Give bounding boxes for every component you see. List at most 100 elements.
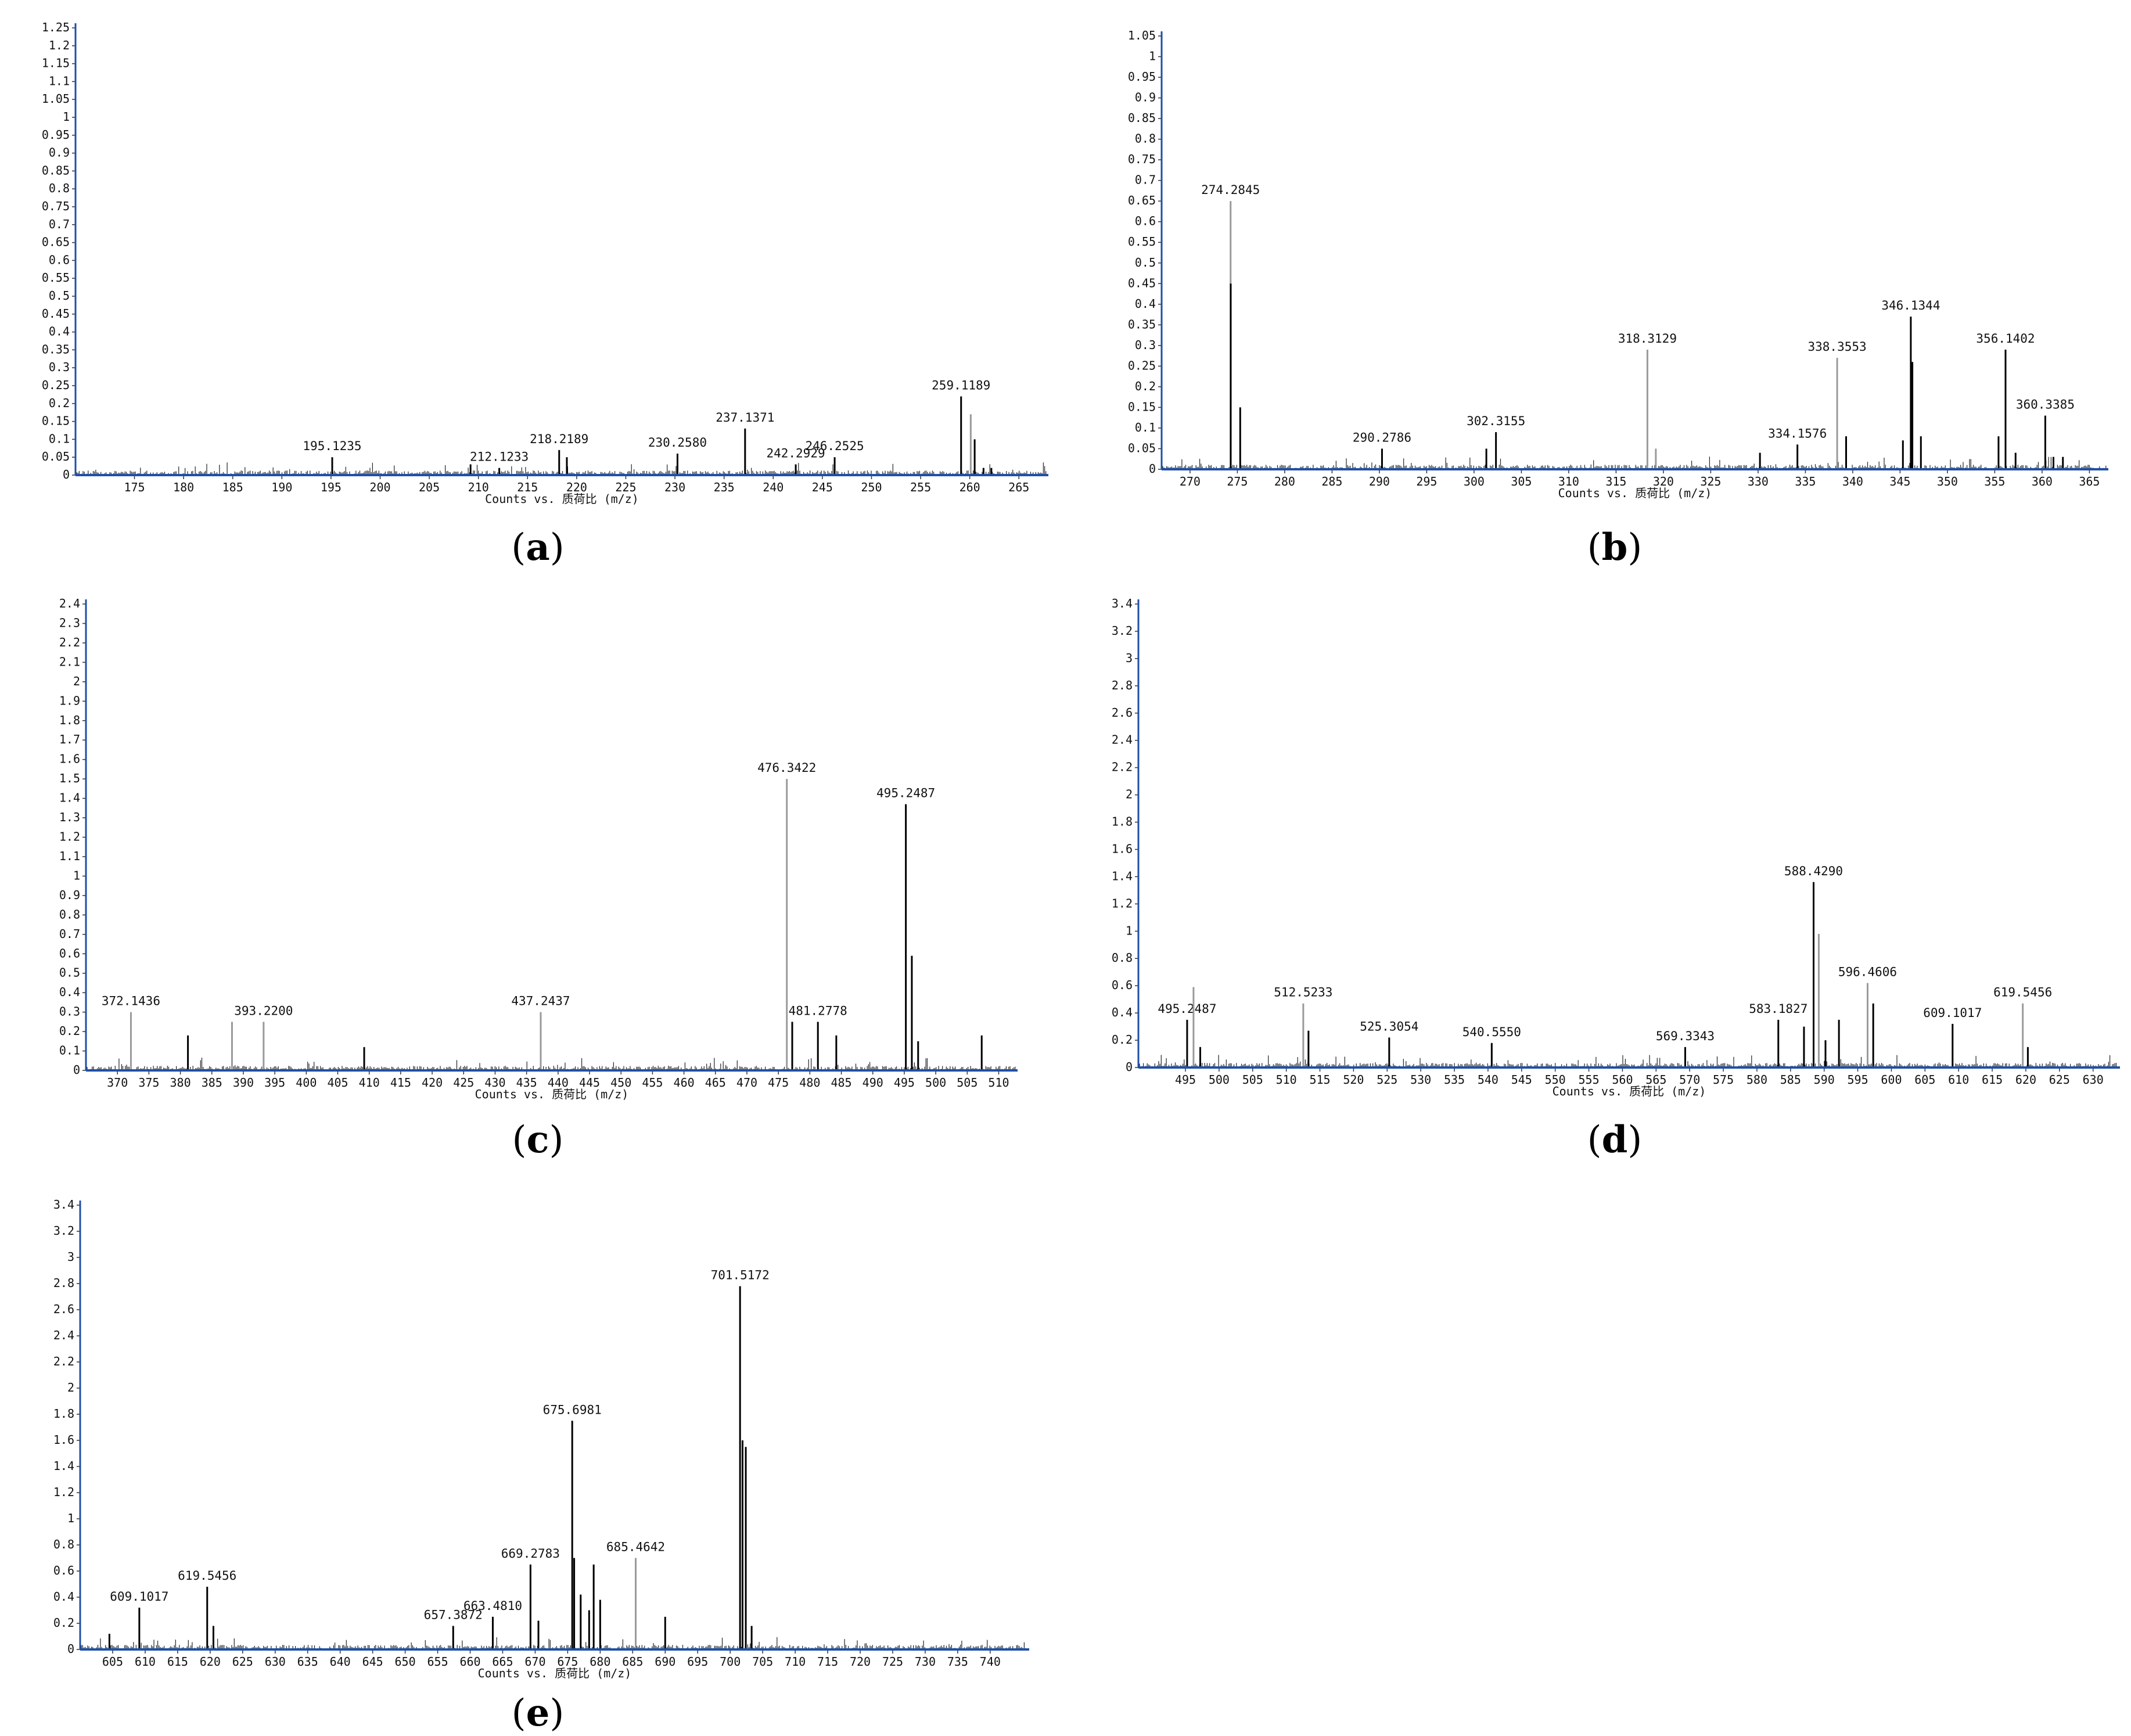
peak-label: 242.2929 (766, 447, 825, 461)
x-tick-label: 630 (265, 1655, 286, 1669)
baseline-noise (81, 1637, 1027, 1649)
x-tick-label: 580 (1747, 1073, 1767, 1087)
peak-label: 302.3155 (1467, 414, 1525, 428)
y-tick-label: 2.8 (53, 1276, 74, 1290)
y-tick-label: 0.8 (59, 907, 80, 921)
y-tick-label: 0.2 (1112, 1033, 1133, 1047)
x-tick-label: 725 (882, 1655, 903, 1669)
peak-label: 218.2189 (530, 432, 588, 446)
y-tick-label: 0.7 (59, 927, 80, 941)
x-tick-label: 260 (960, 480, 980, 494)
x-tick-label: 620 (200, 1655, 221, 1669)
x-tick-label: 305 (1511, 475, 1532, 488)
y-tick-label: 1.4 (59, 791, 80, 805)
x-tick-label: 420 (422, 1076, 443, 1090)
y-tick-label: 0.8 (49, 181, 70, 195)
x-tick-label: 550 (1545, 1073, 1566, 1087)
x-tick-label: 410 (359, 1076, 380, 1090)
y-tick-label: 1.8 (1112, 815, 1133, 829)
x-tick-label: 600 (1881, 1073, 1902, 1087)
x-tick-label: 250 (861, 480, 882, 494)
y-tick-label: 3.2 (1112, 624, 1133, 638)
y-tick-label: 1.1 (49, 74, 70, 88)
peak-label: 274.2845 (1201, 183, 1260, 197)
x-tick-label: 445 (579, 1076, 600, 1090)
x-tick-label: 495 (1175, 1073, 1196, 1087)
chart-panel-e: 0 0.2 0.4 0.6 0.8 1 1.2 1.4 1.6 1.8 2 2.2 2.4 2.6 2.8 3… (41, 1191, 1040, 1680)
x-tick-label: 690 (655, 1655, 675, 1669)
chart-panel-d: 0 0.2 0.4 0.6 0.8 1 1.2 1.4 1.6 1.8 2 2.2 2.4 2.6 2.8 3… (1095, 592, 2126, 1098)
x-tick-label: 440 (548, 1076, 569, 1090)
y-tick-label: 1.5 (59, 771, 80, 785)
panel-label-e: (e) (511, 1691, 565, 1735)
x-tick-label: 240 (763, 480, 784, 494)
y-tick-label: 0.35 (42, 342, 70, 356)
x-tick-label: 365 (2079, 475, 2100, 488)
x-tick-label: 670 (524, 1655, 545, 1669)
y-tick-label: 1.3 (59, 810, 80, 824)
x-axis-title: Counts vs. 质荷比 (m/z) (485, 492, 639, 506)
y-tick-label: 1.9 (59, 693, 80, 707)
x-tick-label: 710 (785, 1655, 806, 1669)
peak-label: 588.4290 (1784, 864, 1843, 878)
peak-label: 657.3872 (424, 1608, 483, 1622)
spectrum-svg: 0 0.05 0.1 0.15 0.2 0.25 0.3 0.35 0.4 0.45 0.5 0.55… (42, 20, 1048, 506)
x-tick-label: 610 (135, 1655, 156, 1669)
x-tick-label: 545 (1511, 1073, 1532, 1087)
y-tick-label: 3 (1126, 651, 1133, 665)
y-tick-label: 1.7 (59, 732, 80, 746)
x-tick-label: 495 (894, 1076, 915, 1090)
x-axis-title: Counts vs. 质荷比 (m/z) (478, 1666, 632, 1680)
y-tick-label: 0.55 (1128, 235, 1156, 249)
x-tick-label: 585 (1780, 1073, 1801, 1087)
y-tick-label: 2.8 (1112, 678, 1133, 692)
y-tick-label: 0.05 (42, 450, 70, 463)
x-tick-label: 470 (736, 1076, 757, 1090)
x-tick-label: 520 (1343, 1073, 1364, 1087)
y-tick-label: 1 (73, 868, 80, 882)
y-tick-label: 2 (67, 1381, 74, 1394)
y-tick-label: 0.5 (59, 966, 80, 980)
y-tick-label: 0.1 (59, 1044, 80, 1058)
y-tick-label: 0.8 (53, 1537, 74, 1551)
peak-label: 675.6981 (543, 1403, 602, 1417)
y-tick-label: 0.7 (1135, 173, 1156, 187)
y-tick-label: 0.75 (1128, 152, 1156, 166)
x-tick-label: 405 (327, 1076, 348, 1090)
y-tick-label: 0 (1149, 462, 1156, 476)
y-tick-label: 0.9 (49, 146, 70, 160)
x-tick-label: 715 (817, 1655, 838, 1669)
peak-label: 437.2437 (511, 994, 570, 1008)
y-tick-label: 1.05 (42, 92, 70, 106)
peak-label: 290.2786 (1353, 430, 1411, 444)
x-tick-label: 510 (988, 1076, 1009, 1090)
chart-panel-c: 0 0.1 0.2 0.3 0.4 0.5 0.6 0.7 0.8 0.9 1 1.1 1.2 1.3 1.… (49, 592, 1031, 1101)
y-tick-label: 2 (1126, 788, 1133, 801)
peak-label: 346.1344 (1881, 299, 1940, 312)
x-tick-label: 730 (915, 1655, 936, 1669)
peak-label: 583.1827 (1749, 1002, 1807, 1016)
y-tick-label: 2.4 (59, 596, 80, 610)
x-tick-label: 335 (1795, 475, 1816, 488)
peak-label: 356.1402 (1976, 332, 2035, 346)
x-tick-label: 485 (831, 1076, 851, 1090)
y-tick-label: 0.4 (53, 1590, 74, 1604)
y-tick-label: 0 (73, 1063, 80, 1077)
y-tick-label: 1.05 (1128, 28, 1156, 42)
y-tick-label: 0.25 (1128, 358, 1156, 372)
y-tick-label: 0.65 (1128, 193, 1156, 207)
x-tick-label: 460 (674, 1076, 695, 1090)
x-tick-label: 380 (170, 1076, 191, 1090)
y-tick-label: 0.15 (42, 414, 70, 428)
x-tick-label: 180 (173, 480, 194, 494)
x-tick-label: 605 (102, 1655, 123, 1669)
x-tick-label: 310 (1558, 475, 1579, 488)
y-tick-label: 2.2 (53, 1354, 74, 1368)
x-tick-label: 620 (2015, 1073, 2036, 1087)
peak-label: 393.2200 (234, 1004, 293, 1018)
y-tick-label: 0.6 (49, 253, 70, 267)
x-tick-label: 665 (492, 1655, 513, 1669)
x-tick-label: 595 (1847, 1073, 1868, 1087)
x-tick-label: 270 (1180, 475, 1201, 488)
peak-label: 495.2487 (876, 786, 935, 800)
